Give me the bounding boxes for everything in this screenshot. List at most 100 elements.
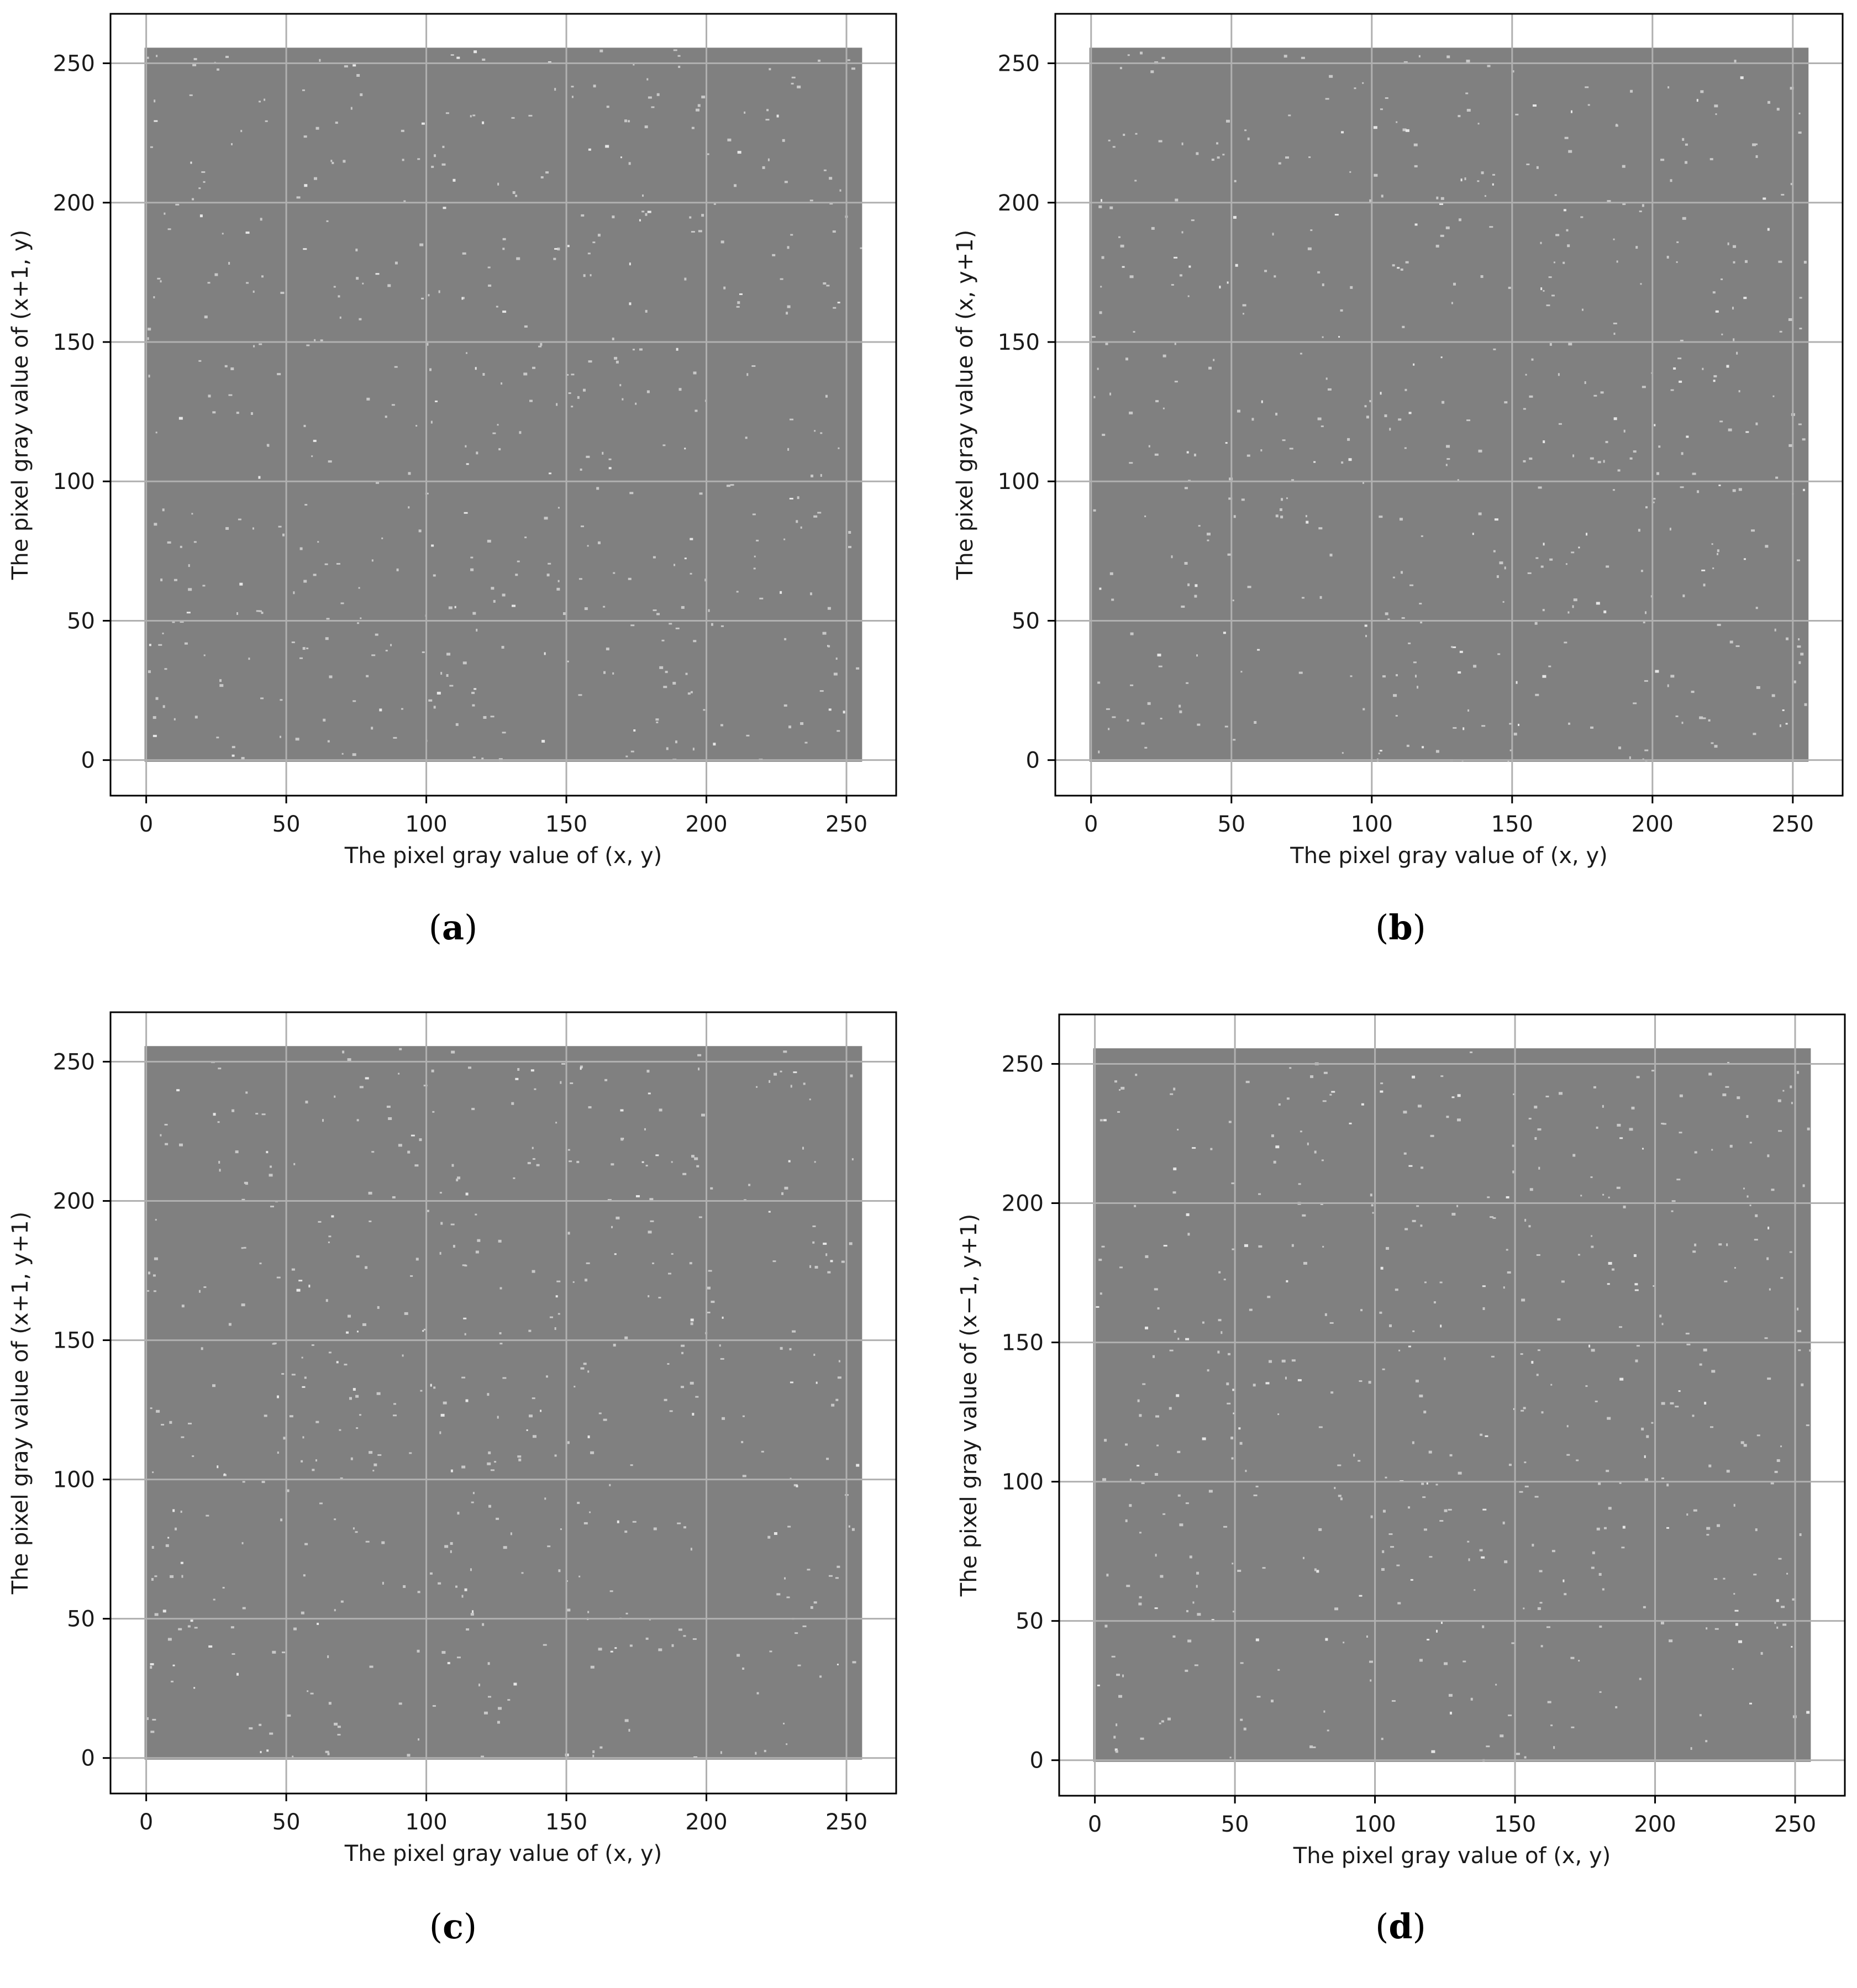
scatter-point [181, 1305, 185, 1308]
scatter-point [461, 297, 464, 300]
scatter-point [464, 1265, 467, 1267]
scatter-point [1482, 1307, 1485, 1310]
scatter-point [1233, 739, 1236, 741]
scatter-point [1288, 114, 1291, 117]
scatter-point [1733, 261, 1735, 264]
caption-letter: d [1388, 1906, 1412, 1947]
scatter-point [810, 1606, 813, 1609]
scatter-point [1406, 744, 1409, 747]
scatter-point [1362, 481, 1364, 484]
scatter-point [483, 716, 487, 719]
scatter-point [1466, 419, 1471, 422]
scatter-point [162, 508, 165, 512]
scatter-point [512, 604, 516, 607]
scatter-point [1676, 241, 1679, 243]
scatter-point [230, 367, 234, 370]
scatter-point [529, 399, 533, 402]
scatter-point [1286, 1280, 1288, 1282]
scatter-point [1172, 1635, 1176, 1638]
scatter-point [1516, 681, 1518, 684]
scatter-point [1771, 1188, 1775, 1191]
scatter-point [428, 294, 430, 297]
scatter-point [1737, 1096, 1740, 1100]
scatter-point [1512, 70, 1514, 73]
scatter-point [1378, 753, 1380, 755]
scatter-point [1636, 1345, 1640, 1347]
scatter-point [1790, 183, 1792, 186]
scatter-point [1458, 671, 1461, 674]
scatter-point [1537, 1128, 1542, 1131]
scatter-point [165, 1544, 169, 1547]
scatter-point [1238, 1427, 1241, 1430]
scatter-point [541, 740, 545, 743]
scatter-point [429, 368, 432, 371]
scatter-point [629, 1644, 633, 1647]
x-tick-label: 100 [1354, 1812, 1396, 1837]
scatter-point [317, 1622, 319, 1625]
scatter-point [577, 1502, 580, 1505]
scatter-point [1765, 545, 1769, 548]
scatter-point [690, 1381, 694, 1385]
scatter-point [1774, 1470, 1778, 1473]
scatter-point [428, 699, 433, 702]
caption-paren-open: ( [1375, 1906, 1388, 1947]
scatter-point [501, 645, 504, 649]
scatter-point [632, 349, 635, 351]
scatter-point [1229, 1756, 1232, 1759]
scatter-point [1602, 1105, 1604, 1108]
scatter-point [828, 708, 832, 711]
scatter-point [1549, 343, 1552, 346]
scatter-point [161, 1424, 165, 1426]
scatter-point [407, 1754, 411, 1757]
scatter-point [673, 49, 677, 51]
scatter-point [1281, 1359, 1286, 1363]
scatter-point [1177, 1494, 1181, 1497]
scatter-point [1116, 1723, 1118, 1727]
scatter-point [519, 431, 522, 434]
scatter-point [1781, 193, 1785, 196]
scatter-point [1714, 104, 1718, 108]
scatter-point [710, 1187, 713, 1190]
scatter-point [1714, 1578, 1718, 1580]
scatter-point [669, 623, 672, 625]
scatter-point [180, 1561, 183, 1564]
scatter-point [408, 472, 411, 475]
scatter-point [1712, 291, 1716, 294]
scatter-point [468, 1066, 472, 1069]
scatter-point [612, 337, 614, 340]
scatter-point [1733, 1593, 1735, 1595]
scatter-point [555, 1122, 557, 1124]
scatter-point [1711, 742, 1714, 744]
scatter-point [362, 1323, 366, 1326]
scatter-point [1217, 156, 1220, 159]
scatter-point [593, 85, 596, 88]
scatter-point [1478, 449, 1482, 453]
scatter-point [320, 339, 323, 343]
scatter-point [611, 1226, 613, 1228]
scatter-point [1369, 199, 1372, 202]
scatter-point [1111, 1655, 1116, 1658]
scatter-point [1173, 1087, 1176, 1091]
caption-letter: a [442, 907, 464, 948]
scatter-point [1540, 1645, 1543, 1648]
scatter-point [1733, 245, 1737, 248]
scatter-point [1289, 448, 1293, 450]
scatter-point [193, 57, 197, 60]
scatter-point [281, 1373, 285, 1375]
scatter-point [339, 316, 341, 319]
scatter-point [1595, 1400, 1598, 1402]
scatter-point [272, 1650, 276, 1654]
scatter-point [1572, 1154, 1576, 1157]
scatter-point [1101, 256, 1104, 259]
scatter-point [1233, 215, 1237, 219]
scatter-point [675, 740, 677, 744]
scatter-point [1396, 121, 1398, 123]
scatter-point [152, 1274, 156, 1277]
scatter-point [1735, 1623, 1738, 1626]
scatter-point [1617, 469, 1621, 472]
scatter-point [1171, 555, 1173, 559]
y-tick-label: 200 [1002, 1191, 1044, 1217]
scatter-point [837, 730, 840, 732]
scatter-point [1372, 1212, 1374, 1214]
scatter-point [1563, 209, 1566, 212]
